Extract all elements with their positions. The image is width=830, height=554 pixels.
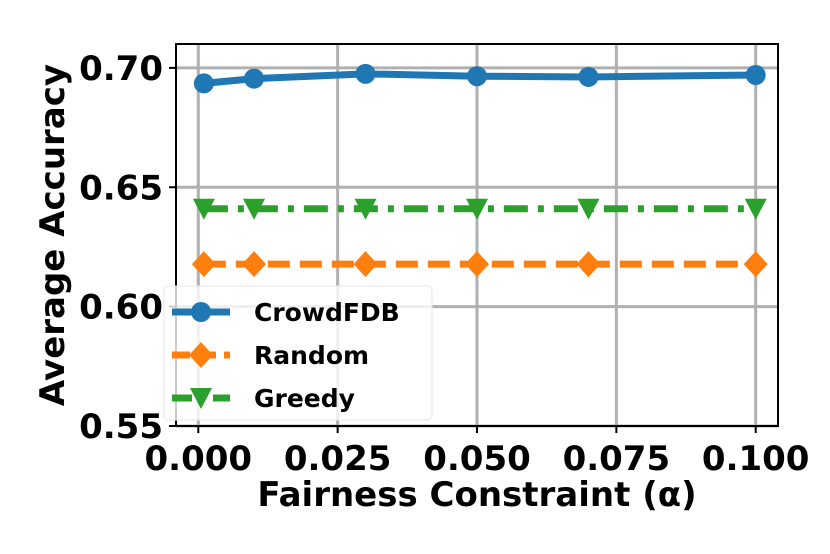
random-point-5 xyxy=(743,251,768,278)
random-point-0 xyxy=(191,251,216,278)
x-tick-label-2: 0.050 xyxy=(423,439,531,479)
y-tick-label-1: 0.60 xyxy=(79,288,163,328)
greedy-point-4 xyxy=(577,198,600,220)
y-axis-label: Average Accuracy xyxy=(33,64,73,406)
crowdfdb-point-1 xyxy=(244,68,265,89)
y-tick-label-0: 0.55 xyxy=(79,407,163,447)
y-tick-label-2: 0.65 xyxy=(79,168,163,208)
legend: CrowdFDB Random Greedy xyxy=(163,285,433,421)
crowdfdb-point-4 xyxy=(578,66,599,87)
x-tick-label-1: 0.025 xyxy=(284,439,392,479)
legend-box xyxy=(163,285,433,421)
crowdfdb-point-5 xyxy=(745,65,766,86)
series-layer xyxy=(191,63,768,278)
crowdfdb-point-0 xyxy=(193,73,214,94)
crowdfdb-point-3 xyxy=(467,66,487,87)
series-greedy xyxy=(192,198,767,220)
x-tick-label-3: 0.075 xyxy=(563,439,671,479)
series-random xyxy=(191,251,768,278)
x-axis-label: Fairness Constraint (α) xyxy=(257,475,696,515)
random-point-3 xyxy=(465,251,489,278)
greedy-point-2 xyxy=(354,198,377,220)
legend-marker-crowdfdb xyxy=(191,302,211,322)
greedy-point-3 xyxy=(466,198,488,220)
random-point-4 xyxy=(576,251,601,278)
legend-marker-random xyxy=(189,342,213,368)
x-tick-label-4: 0.100 xyxy=(702,439,810,479)
x-tick-label-0: 0.000 xyxy=(145,439,253,479)
random-point-2 xyxy=(353,251,378,278)
random-point-1 xyxy=(242,251,267,278)
y-tick-label-3: 0.70 xyxy=(79,49,163,89)
legend-marker-greedy xyxy=(190,388,212,409)
greedy-point-1 xyxy=(243,198,266,220)
legend-label-random: Random xyxy=(254,341,369,370)
crowdfdb-point-2 xyxy=(355,63,376,84)
legend-label-greedy: Greedy xyxy=(254,384,355,413)
legend-label-crowdfdb: CrowdFDB xyxy=(254,298,400,327)
greedy-point-0 xyxy=(192,198,215,220)
greedy-point-5 xyxy=(744,198,767,220)
ticks: 0.000 0.025 0.050 0.075 0.100 0.55 0.60 0.65 0.7… xyxy=(79,49,809,479)
series-crowdfdb xyxy=(193,63,766,94)
